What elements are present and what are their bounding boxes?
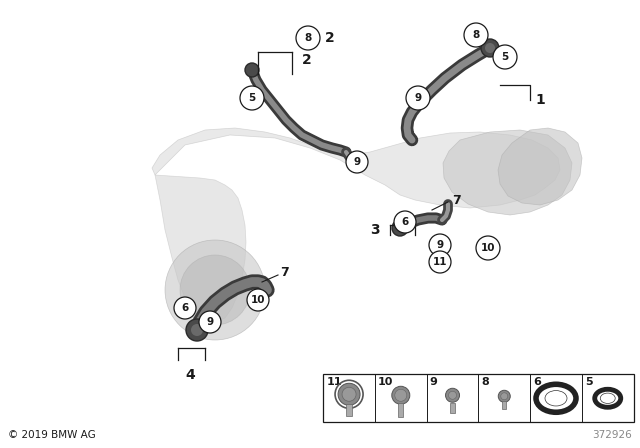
Text: 9: 9	[429, 377, 438, 387]
Circle shape	[338, 383, 360, 405]
Circle shape	[499, 390, 510, 402]
Text: 9: 9	[436, 240, 444, 250]
Text: 372926: 372926	[592, 430, 632, 440]
Text: 10: 10	[251, 295, 265, 305]
Circle shape	[500, 393, 508, 400]
Circle shape	[406, 86, 430, 110]
Text: 2: 2	[302, 53, 312, 67]
Circle shape	[476, 236, 500, 260]
Text: 9: 9	[353, 157, 360, 167]
Text: 7: 7	[280, 266, 289, 279]
Circle shape	[464, 23, 488, 47]
Polygon shape	[443, 130, 572, 215]
Bar	[398, 403, 403, 417]
Text: 8: 8	[305, 33, 312, 43]
Circle shape	[392, 220, 408, 236]
Circle shape	[165, 240, 265, 340]
Circle shape	[174, 297, 196, 319]
Circle shape	[199, 311, 221, 333]
Text: 5: 5	[585, 377, 593, 387]
Circle shape	[394, 211, 416, 233]
Text: 1: 1	[535, 93, 545, 107]
Circle shape	[485, 43, 495, 53]
Text: 11: 11	[433, 257, 447, 267]
Circle shape	[445, 388, 460, 402]
Text: 3: 3	[371, 223, 380, 237]
Polygon shape	[498, 128, 582, 205]
Text: 5: 5	[501, 52, 509, 62]
Circle shape	[245, 63, 259, 77]
Circle shape	[240, 86, 264, 110]
Circle shape	[392, 386, 410, 404]
Circle shape	[429, 234, 451, 256]
Circle shape	[180, 255, 250, 325]
Text: 4: 4	[185, 368, 195, 382]
Polygon shape	[155, 175, 246, 322]
Text: 8: 8	[481, 377, 489, 387]
Polygon shape	[152, 128, 560, 208]
Text: 6: 6	[181, 303, 189, 313]
Text: 11: 11	[326, 377, 342, 387]
Circle shape	[429, 251, 451, 273]
Text: © 2019 BMW AG: © 2019 BMW AG	[8, 430, 96, 440]
Text: 9: 9	[415, 93, 422, 103]
Text: 2: 2	[325, 31, 335, 45]
Text: 10: 10	[481, 243, 495, 253]
Circle shape	[247, 289, 269, 311]
Text: 8: 8	[472, 30, 479, 40]
Circle shape	[191, 324, 203, 336]
Circle shape	[481, 39, 499, 57]
Text: 9: 9	[207, 317, 214, 327]
Circle shape	[395, 389, 407, 401]
Circle shape	[493, 45, 517, 69]
Bar	[323, 374, 634, 422]
Bar	[450, 403, 455, 413]
Bar	[502, 401, 506, 409]
Text: 7: 7	[452, 194, 461, 207]
Circle shape	[449, 391, 456, 399]
Text: 10: 10	[378, 377, 394, 387]
Bar	[346, 404, 352, 416]
Text: 6: 6	[533, 377, 541, 387]
Circle shape	[346, 151, 368, 173]
Circle shape	[342, 387, 356, 401]
Text: 6: 6	[401, 217, 408, 227]
Text: 5: 5	[248, 93, 255, 103]
Circle shape	[296, 26, 320, 50]
Circle shape	[186, 319, 208, 341]
